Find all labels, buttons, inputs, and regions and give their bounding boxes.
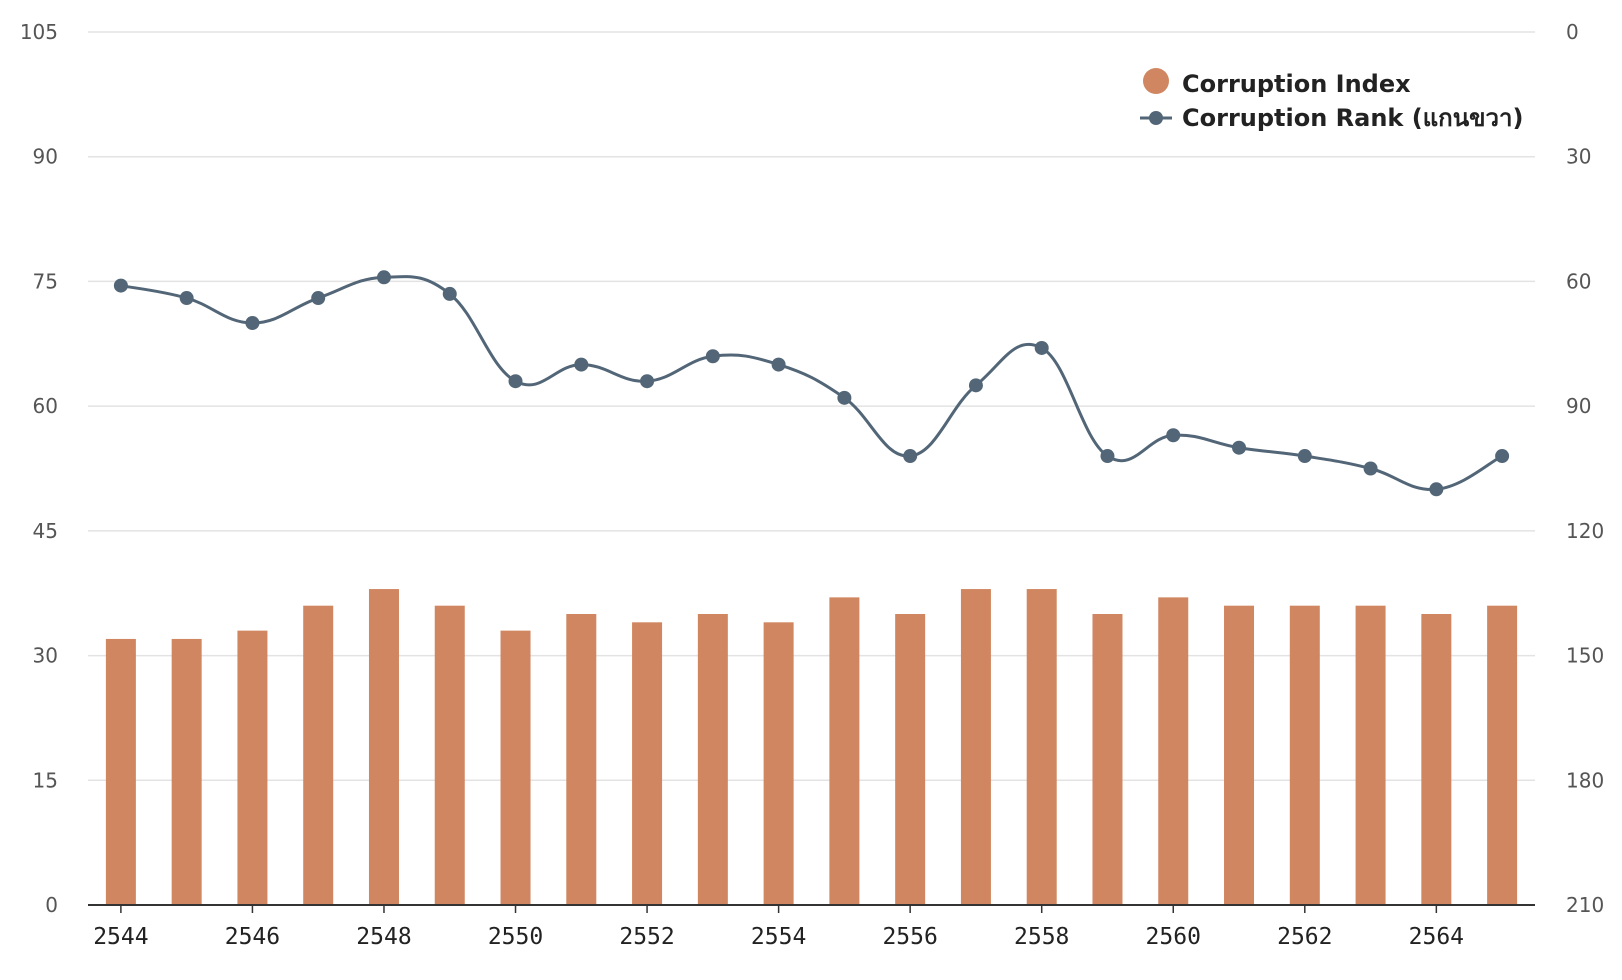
rank-point-2547 xyxy=(311,291,326,306)
legend-bar-swatch xyxy=(1143,68,1169,94)
left-tick-label: 0 xyxy=(45,893,58,917)
rank-point-2560 xyxy=(1166,428,1181,443)
bar-2555 xyxy=(829,597,860,905)
line-series-corruption-rank xyxy=(113,270,1510,497)
legend-label-rank: Corruption Rank (แกนขวา) xyxy=(1182,104,1523,132)
rank-point-2546 xyxy=(245,316,260,330)
legend-label-index: Corruption Index xyxy=(1182,70,1411,98)
x-tick-label: 2560 xyxy=(1146,924,1201,950)
x-tick-label: 2546 xyxy=(225,924,280,950)
right-tick-label: 150 xyxy=(1566,644,1604,668)
bar-2559 xyxy=(1092,614,1123,905)
bar-2544 xyxy=(105,638,136,905)
rank-point-2552 xyxy=(640,374,655,389)
rank-point-2551 xyxy=(574,357,589,372)
bar-2560 xyxy=(1158,597,1189,905)
left-tick-label: 60 xyxy=(33,394,58,418)
right-tick-label: 120 xyxy=(1566,519,1604,543)
right-tick-label: 180 xyxy=(1566,768,1604,792)
x-tick-label: 2548 xyxy=(356,924,411,950)
right-tick-label: 60 xyxy=(1566,269,1591,293)
rank-line-path xyxy=(120,275,1503,491)
bar-2556 xyxy=(895,614,926,905)
rank-point-2556 xyxy=(903,449,918,464)
x-tick-label: 2562 xyxy=(1277,924,1332,950)
x-axis-ticks: 2544 2546 2548 2550 2552 2554 2556 2558 2560 2562… xyxy=(93,905,1464,950)
rank-point-2555 xyxy=(837,390,852,405)
x-tick-label: 2558 xyxy=(1014,924,1069,950)
rank-point-2563 xyxy=(1363,461,1378,476)
x-tick-label: 2552 xyxy=(619,924,674,950)
right-tick-label: 30 xyxy=(1566,145,1591,169)
rank-point-2565 xyxy=(1495,449,1510,464)
rank-point-2548 xyxy=(376,270,391,285)
left-tick-label: 90 xyxy=(33,145,58,169)
bar-2546 xyxy=(237,630,268,905)
bar-2557 xyxy=(960,589,991,905)
left-tick-label: 105 xyxy=(20,20,58,44)
left-tick-label: 75 xyxy=(33,269,58,293)
rank-point-2550 xyxy=(508,374,523,389)
bar-2561 xyxy=(1224,605,1255,905)
bar-2562 xyxy=(1289,605,1320,905)
left-axis-ticks: 0 15 30 45 60 75 90 105 xyxy=(20,20,58,917)
legend-line-marker xyxy=(1149,111,1163,125)
right-tick-label: 210 xyxy=(1566,893,1604,917)
bar-2554 xyxy=(763,622,794,905)
bar-2565 xyxy=(1487,605,1518,905)
bar-2548 xyxy=(368,589,399,905)
bar-2558 xyxy=(1026,589,1057,905)
right-axis-ticks: 0 30 60 90 120 150 180 210 xyxy=(1566,20,1604,917)
rank-point-2544 xyxy=(113,278,128,293)
rank-point-2549 xyxy=(442,286,457,301)
right-tick-label: 0 xyxy=(1566,20,1579,44)
x-tick-label: 2564 xyxy=(1409,924,1464,950)
bar-2550 xyxy=(500,630,531,905)
rank-point-2559 xyxy=(1100,449,1115,464)
bar-2564 xyxy=(1421,614,1452,905)
left-tick-label: 30 xyxy=(33,644,58,668)
rank-point-2558 xyxy=(1034,340,1049,355)
x-tick-label: 2554 xyxy=(751,924,806,950)
legend: Corruption Index Corruption Rank (แกนขวา… xyxy=(1140,68,1523,132)
rank-point-2545 xyxy=(179,291,194,306)
right-tick-label: 90 xyxy=(1566,394,1591,418)
bar-2552 xyxy=(632,622,663,905)
rank-point-2554 xyxy=(771,357,786,372)
rank-point-2553 xyxy=(705,349,720,364)
bar-2551 xyxy=(566,614,597,905)
rank-point-2557 xyxy=(968,378,983,393)
rank-point-2564 xyxy=(1429,482,1444,497)
bar-2547 xyxy=(303,605,334,905)
x-tick-label: 2550 xyxy=(488,924,543,950)
x-tick-label: 2556 xyxy=(882,924,937,950)
bar-2563 xyxy=(1355,605,1386,905)
bar-2545 xyxy=(171,638,202,905)
left-tick-label: 45 xyxy=(33,519,58,543)
x-tick-label: 2544 xyxy=(93,924,148,950)
left-tick-label: 15 xyxy=(33,768,58,792)
bar-2549 xyxy=(434,605,465,905)
rank-point-2561 xyxy=(1232,440,1247,455)
rank-point-2562 xyxy=(1297,449,1312,464)
bar-2553 xyxy=(697,614,728,905)
bar-series-corruption-index xyxy=(105,589,1518,905)
